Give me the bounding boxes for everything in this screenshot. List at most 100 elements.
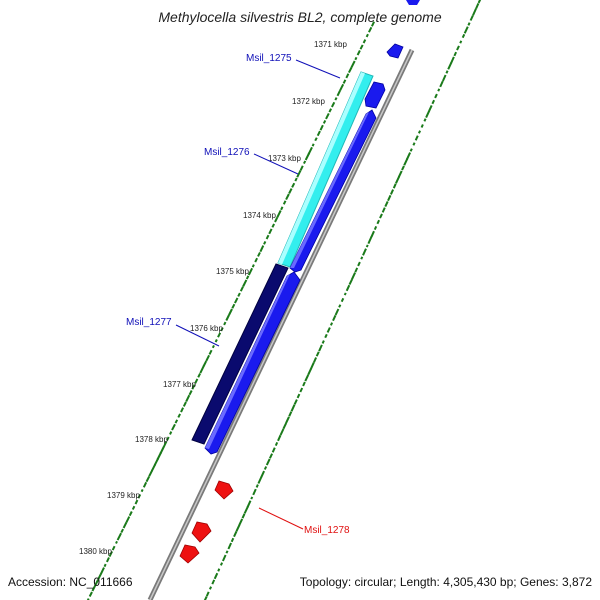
gc-tick [241, 513, 246, 519]
gc-tick [348, 67, 353, 74]
label-msil-1277: Msil_1277 [126, 317, 172, 328]
gc-tick [314, 137, 318, 142]
gc-tick [208, 349, 213, 355]
gc-tick [392, 183, 397, 189]
gc-tick [221, 554, 227, 562]
gc-tick [319, 124, 324, 131]
gc-tick [217, 332, 222, 338]
gc-tick [367, 235, 373, 245]
gc-tick [120, 528, 124, 534]
gc-tick [356, 50, 361, 56]
gc-tick [128, 511, 133, 517]
tick-label-1379: 1379 kbp [107, 491, 140, 500]
tick-label-1372: 1372 kbp [292, 97, 325, 106]
gc-tick [151, 463, 157, 472]
gc-tick [285, 416, 290, 424]
gc-tick [255, 484, 259, 488]
gc-tick [345, 73, 350, 79]
gc-tick [359, 44, 364, 50]
gc-tick [370, 21, 376, 27]
gc-tick [134, 499, 139, 505]
gc-tick [328, 108, 332, 113]
gc-tick [153, 457, 159, 466]
gc-tick [420, 124, 424, 128]
gene-msil-1277-highlight [205, 274, 290, 449]
gc-tick [437, 88, 441, 92]
gc-tick [362, 39, 367, 44]
kbp-scale: 1371 kbp 1372 kbp 1373 kbp 1374 kbp 1375… [79, 40, 347, 556]
gc-tick [291, 182, 296, 188]
gc-tick [453, 51, 458, 57]
gc-tick [357, 261, 361, 267]
gene-msil-1276-highlight [290, 112, 369, 268]
gc-tick [250, 496, 254, 500]
gc-tick [219, 562, 224, 566]
gc-tick [296, 169, 302, 178]
gc-tick [321, 340, 325, 344]
gc-tick [428, 104, 433, 112]
gc-tick [217, 568, 221, 572]
gc-tick [105, 557, 110, 563]
gc-tick [182, 401, 187, 407]
gc-tick [268, 453, 274, 459]
gc-tick [394, 176, 401, 184]
gc-tick [205, 591, 210, 597]
gc-tick [290, 404, 296, 412]
gc-tick [387, 194, 392, 202]
tick-label-1376: 1376 kbp [190, 324, 223, 333]
gc-tick [180, 407, 185, 413]
gc-tick [342, 79, 347, 84]
gc-tick [202, 360, 208, 367]
gc-tick [174, 419, 179, 424]
gc-tick [326, 327, 331, 333]
gc-tick [243, 506, 249, 514]
gc-tick [177, 413, 181, 418]
gc-tick [238, 518, 244, 526]
gc-tick [412, 142, 416, 146]
gc-tick [414, 135, 419, 141]
gc-tick [234, 297, 239, 304]
gc-tick [265, 234, 270, 240]
gc-tick [140, 488, 144, 493]
gc-tick [325, 112, 330, 120]
tick-label-1377: 1377 kbp [163, 380, 196, 389]
gc-tick [288, 188, 293, 194]
gc-tick [431, 99, 436, 105]
gc-tick [148, 469, 154, 477]
gc-tick [309, 362, 315, 370]
gc-tick [277, 434, 282, 442]
gc-tick [288, 411, 293, 417]
blast-hit-navy [191, 263, 289, 445]
label-msil-1278: Msil_1278 [304, 525, 350, 536]
forward-genes [204, 0, 420, 455]
gc-tick [354, 267, 359, 273]
gene-msil-1278 [214, 480, 234, 500]
gc-tick [463, 26, 469, 34]
gc-tick [214, 339, 218, 343]
gc-tick [445, 70, 449, 74]
gc-tick [225, 314, 230, 321]
gc-tick [384, 200, 389, 208]
gc-tick [315, 351, 320, 357]
gc-tick [282, 200, 287, 205]
gc-tick [477, 0, 482, 4]
gc-tick [332, 314, 337, 322]
gc-tick [239, 286, 244, 292]
gc-tick [316, 130, 321, 137]
gc-tick [156, 452, 162, 460]
gc-tick [94, 579, 100, 587]
gc-tick [268, 228, 273, 235]
gene-arrow-red-2 [191, 521, 212, 543]
tick-label-1374: 1374 kbp [243, 211, 276, 220]
gc-tick [447, 62, 453, 70]
gc-tick [185, 394, 191, 403]
gc-tick [322, 119, 327, 124]
gc-tick [208, 586, 213, 590]
tick-label-1371: 1371 kbp [314, 40, 347, 49]
tick-label-1373: 1373 kbp [268, 154, 301, 163]
gc-tick [381, 207, 386, 213]
gc-tick [409, 148, 413, 152]
gc-tick [271, 223, 275, 228]
gc-tick [263, 240, 267, 245]
gc-tick [334, 308, 340, 316]
